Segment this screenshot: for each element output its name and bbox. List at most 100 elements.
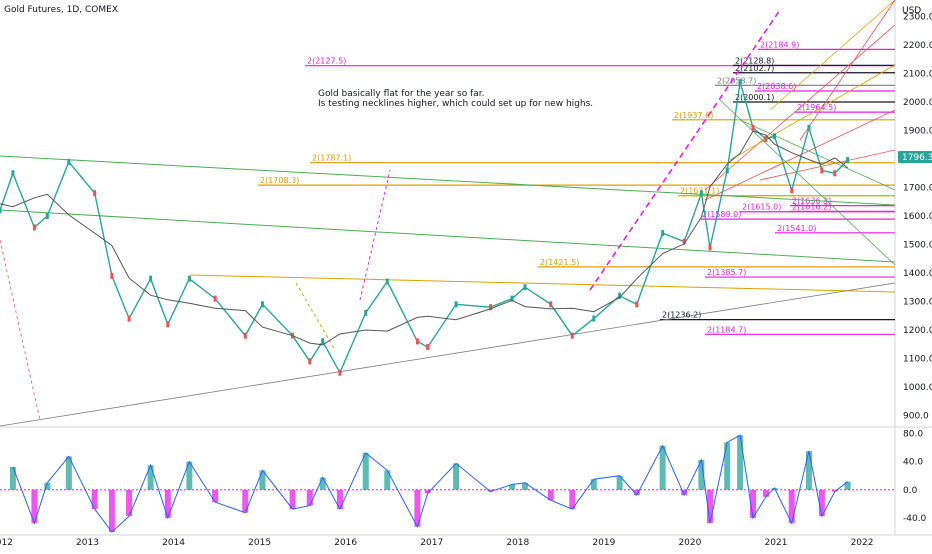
trend-line [704,109,896,201]
y-tick-label: 1700.0 [903,184,932,194]
osc-bar [319,477,326,490]
price-point [0,207,2,214]
price-point [32,224,36,231]
price-point [510,295,514,302]
trend-line [189,274,896,293]
level-label: 2(1615.0) [742,203,781,212]
price-point [635,301,639,308]
price-point [699,190,703,197]
y-tick-label: 1300.0 [903,297,932,307]
annotation-line-2: Is testing necklines higher, which could… [318,99,593,109]
price-point [764,136,768,143]
osc-bar [818,489,825,517]
price-point [385,278,389,285]
osc-bar [164,489,171,518]
price-point [454,301,458,308]
osc-bar [633,489,640,496]
x-tick-label: 2016 [334,538,357,548]
osc-tick-label: -40.0 [903,514,927,524]
y-tick-label: 1600.0 [903,212,932,222]
osc-bar [44,482,51,490]
y-tick-label: 2000.0 [903,98,932,108]
price-point [807,124,811,131]
level-label: 2(2102.7) [735,64,774,73]
trend-line [799,0,896,141]
trend-line [0,282,896,427]
osc-bar [289,489,296,510]
osc-bar [805,451,812,490]
level-label: 2(1236.2) [662,311,701,320]
level-label: 2(1636.3) [792,197,831,206]
y-tick-label: 1400.0 [903,269,932,279]
price-point [790,187,794,194]
price-point [11,170,15,177]
price-point [213,295,217,302]
price-point [751,124,755,131]
osc-bar [509,484,516,490]
trend-line [759,149,896,181]
osc-bar [453,463,460,490]
price-point [549,301,553,308]
last-price-value: 1796.3 [902,153,932,163]
osc-bar [521,482,528,490]
osc-tick-label: 0.0 [903,486,918,496]
price-point [489,304,493,311]
osc-line [12,434,849,533]
osc-bar [31,489,38,524]
price-point [308,358,312,365]
level-label: 2(1787.1) [312,154,351,163]
x-tick-label: 2019 [592,538,615,548]
price-point [93,190,97,197]
osc-bar [212,489,219,503]
osc-tick-label: 40.0 [903,458,923,468]
price-point [243,332,247,339]
osc-bar [616,475,623,490]
y-tick-label: 2100.0 [903,70,932,80]
osc-bar [737,435,744,490]
level-label: 2(2184.9) [760,40,799,49]
osc-bar [259,470,266,490]
trend-line [0,155,896,206]
price-point [321,338,325,345]
x-tick-label: 2015 [248,538,271,548]
price-point [364,309,368,316]
price-point [127,315,131,322]
price-point [260,301,264,308]
price-point [618,292,622,299]
level-label: 2(2058.7) [717,76,756,85]
osc-bar [242,489,249,513]
osc-bar [590,479,597,490]
price-point [773,133,777,140]
price-point [45,213,49,219]
level-label: 2(1671.1) [680,187,719,196]
level-label: 2(2038.6) [757,82,796,91]
level-label: 2(2128.8) [735,56,774,65]
level-label: 2(1964.5) [797,103,836,112]
x-tick-label: 2022 [851,538,874,548]
osc-bar [844,481,851,490]
annotation-line-1: Gold basically flat for the year so far. [318,89,484,99]
osc-bar [547,489,554,501]
y-tick-label: 1200.0 [903,326,932,336]
osc-bar [414,489,421,527]
osc-bar [126,489,133,517]
y-tick-label: 1900.0 [903,127,932,137]
trend-line [359,169,391,301]
y-tick-label: 1000.0 [903,383,932,393]
osc-bar [306,489,313,506]
price-point [738,79,742,86]
currency-label: USD [902,6,921,16]
osc-bar [65,456,72,490]
price-point [846,157,850,164]
level-label: 2(1616.2) [792,202,831,211]
level-label: 2(1589.0) [702,210,741,219]
price-point [110,272,114,279]
x-tick-label: 2017 [420,538,443,548]
y-tick-label: 1100.0 [903,354,932,364]
level-label: 2(1708.3) [260,176,299,185]
trend-line [769,0,896,111]
price-point [338,369,342,376]
